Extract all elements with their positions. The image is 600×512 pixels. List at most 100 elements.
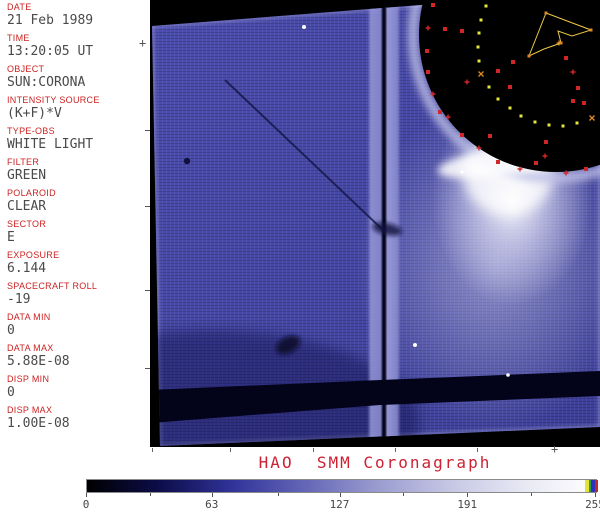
field-value: E [7,230,15,245]
polygon-vertex-marker [589,28,593,32]
red-square-marker [460,29,464,33]
polygon-vertex-marker [527,54,531,58]
field-value: 21 Feb 1989 [7,13,94,28]
polygon-vertex-marker [544,11,548,15]
star-point [460,170,464,174]
field-label: DISP MAX [7,405,53,415]
colorbar-tick [339,493,341,497]
red-plus-marker [563,170,569,176]
field-label: DATA MAX [7,343,54,353]
metadata-field: TIME 13:20:05 UT [7,33,150,60]
page-title: HAO SMM Coronagraph [258,453,492,472]
red-square-marker [488,134,492,138]
fiducial-tick [152,448,153,452]
star-point [413,343,417,347]
metadata-field: EXPOSURE 6.144 [7,250,150,277]
red-plus-marker [464,79,470,85]
fiducial-dash [145,368,150,369]
fiducial-tick [230,448,231,452]
yellow-dot-marker [477,59,481,63]
coronagraph-canvas [150,0,600,447]
colorbar-minor-tick [403,493,405,496]
colorbar-tick [595,493,596,497]
colorbar-minor-tick [149,493,151,496]
red-square-marker [576,86,580,90]
red-plus-marker [476,145,482,151]
colorbar [86,479,598,493]
metadata-field: DISP MIN 0 [7,374,150,401]
metadata-field: DISP MAX 1.00E-08 [7,405,150,432]
yellow-dot-marker [476,45,480,49]
metadata-field: OBJECT SUN:CORONA [7,64,150,91]
metadata-field: DATA MAX 5.88E-08 [7,343,150,370]
metadata-field: POLAROID CLEAR [7,188,150,215]
colorbar-tick [86,493,87,497]
field-value: SUN:CORONA [7,75,86,90]
star-point [506,373,510,377]
colorbar-stripe [594,480,598,492]
yellow-dot-marker [533,120,537,124]
annotation-overlay [302,3,595,377]
red-square-marker [460,133,464,137]
dark-blob [275,335,301,355]
field-label: EXPOSURE [7,250,60,260]
colorbar-stripe [585,480,589,492]
metadata-field: INTENSITY SOURCE (K+F)*V [7,95,150,122]
field-value: 5.88E-08 [7,354,70,369]
fiducial-tick [395,448,396,452]
red-square-marker [431,3,435,7]
field-label: DISP MIN [7,374,50,384]
colorbar-minor-tick [277,493,279,496]
red-plus-marker [430,91,436,97]
colorbar-tick-label: 255 [585,498,600,511]
red-square-marker [426,70,430,74]
scratch-line [224,79,386,233]
red-plus-marker [517,166,523,172]
dark-band [152,371,600,423]
region-polygon [528,12,593,57]
yellow-dot-marker [496,97,500,101]
red-square-marker [534,161,538,165]
red-plus-marker [425,25,431,31]
colorbar-stripe [591,480,595,492]
field-value: 13:20:05 UT [7,44,94,59]
red-square-marker [584,167,588,171]
colorbar-tick-label: 63 [205,498,219,511]
vignette [152,330,420,446]
red-square-marker [582,101,586,105]
coronagraph-image [150,0,600,447]
field-value: 1.00E-08 [7,416,70,431]
star-point [302,25,306,29]
field-label: SPACECRAFT ROLL [7,281,98,291]
field-label: TIME [7,33,30,43]
field-label: DATE [7,2,32,12]
red-square-marker [544,140,548,144]
fiducial-tick [477,448,478,452]
red-square-marker [496,69,500,73]
fiducial-plus: + [139,36,147,50]
yellow-dot-marker [547,123,551,127]
field-value: (K+F)*V [7,106,62,121]
red-square-marker [496,160,500,164]
field-value: GREEN [7,168,47,183]
field-label: DATA MIN [7,312,51,322]
red-square-marker [511,60,515,64]
yellow-dot-marker [479,18,483,22]
red-plus-marker [570,69,576,75]
red-plus-marker [542,153,548,159]
metadata-field: FILTER GREEN [7,157,150,184]
dark-speck [183,157,191,165]
yellow-dot-marker [487,85,491,89]
field-label: TYPE-OBS [7,126,55,136]
colorbar-tick-label: 191 [457,498,478,511]
field-label: FILTER [7,157,40,167]
fiducial-dash [145,130,150,131]
smudge [372,222,402,236]
fiducial-tick [313,448,314,452]
red-square-marker [571,99,575,103]
field-value: WHITE LIGHT [7,137,94,152]
red-square-marker [443,27,447,31]
fiducial-plus: + [551,442,559,456]
metadata-field: SPACECRAFT ROLL -19 [7,281,150,308]
